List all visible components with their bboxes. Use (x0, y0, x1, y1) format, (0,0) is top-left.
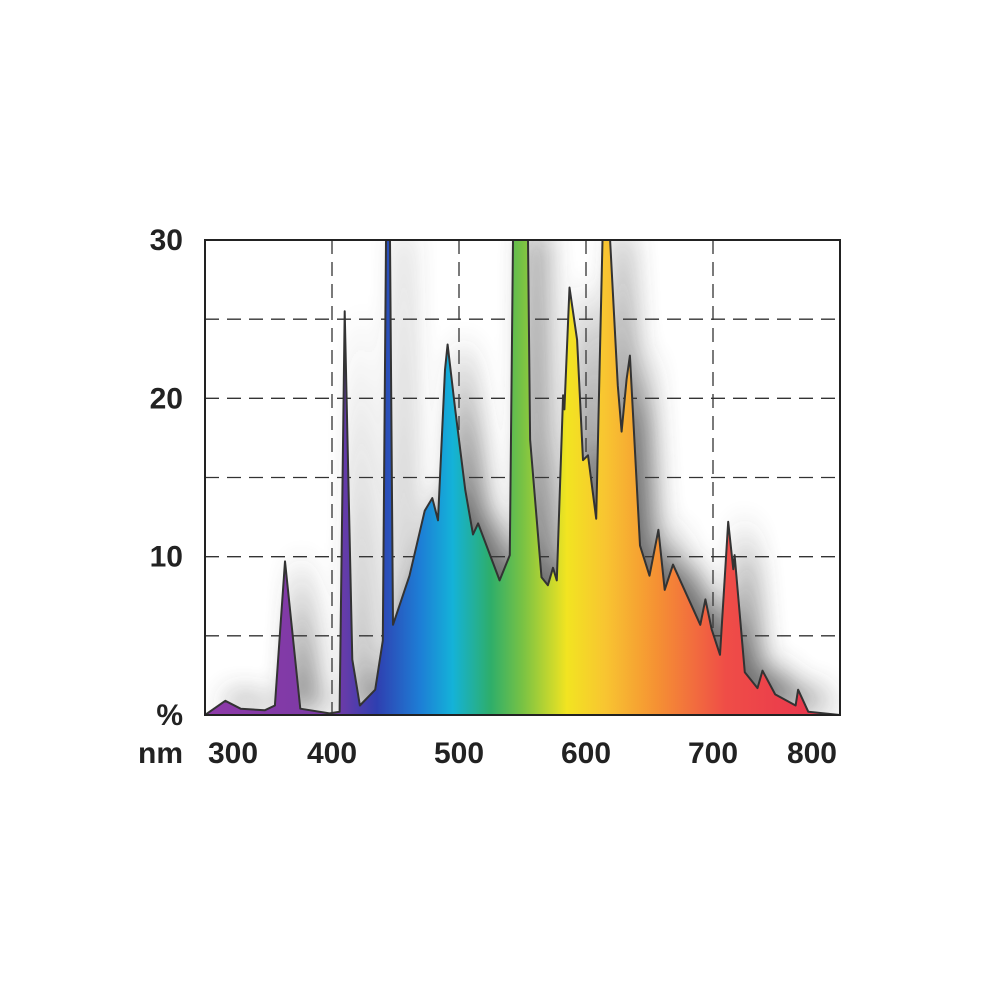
x-tick-label: 600 (561, 737, 611, 770)
plot-area (205, 240, 840, 715)
y-tick-label: 10 (150, 541, 183, 574)
outline (205, 240, 840, 715)
x-tick-label: 700 (688, 737, 738, 770)
x-tick-label: 800 (787, 737, 837, 770)
y-tick-label: 30 (150, 224, 183, 257)
plot-border (204, 239, 841, 716)
x-axis-label: nm (138, 737, 183, 770)
x-tick-label: 500 (434, 737, 484, 770)
area (205, 240, 840, 715)
y-tick-label: % (156, 699, 183, 732)
x-tick-label: 400 (307, 737, 357, 770)
y-tick-label: 20 (150, 382, 183, 415)
x-tick-label: 300 (208, 737, 258, 770)
